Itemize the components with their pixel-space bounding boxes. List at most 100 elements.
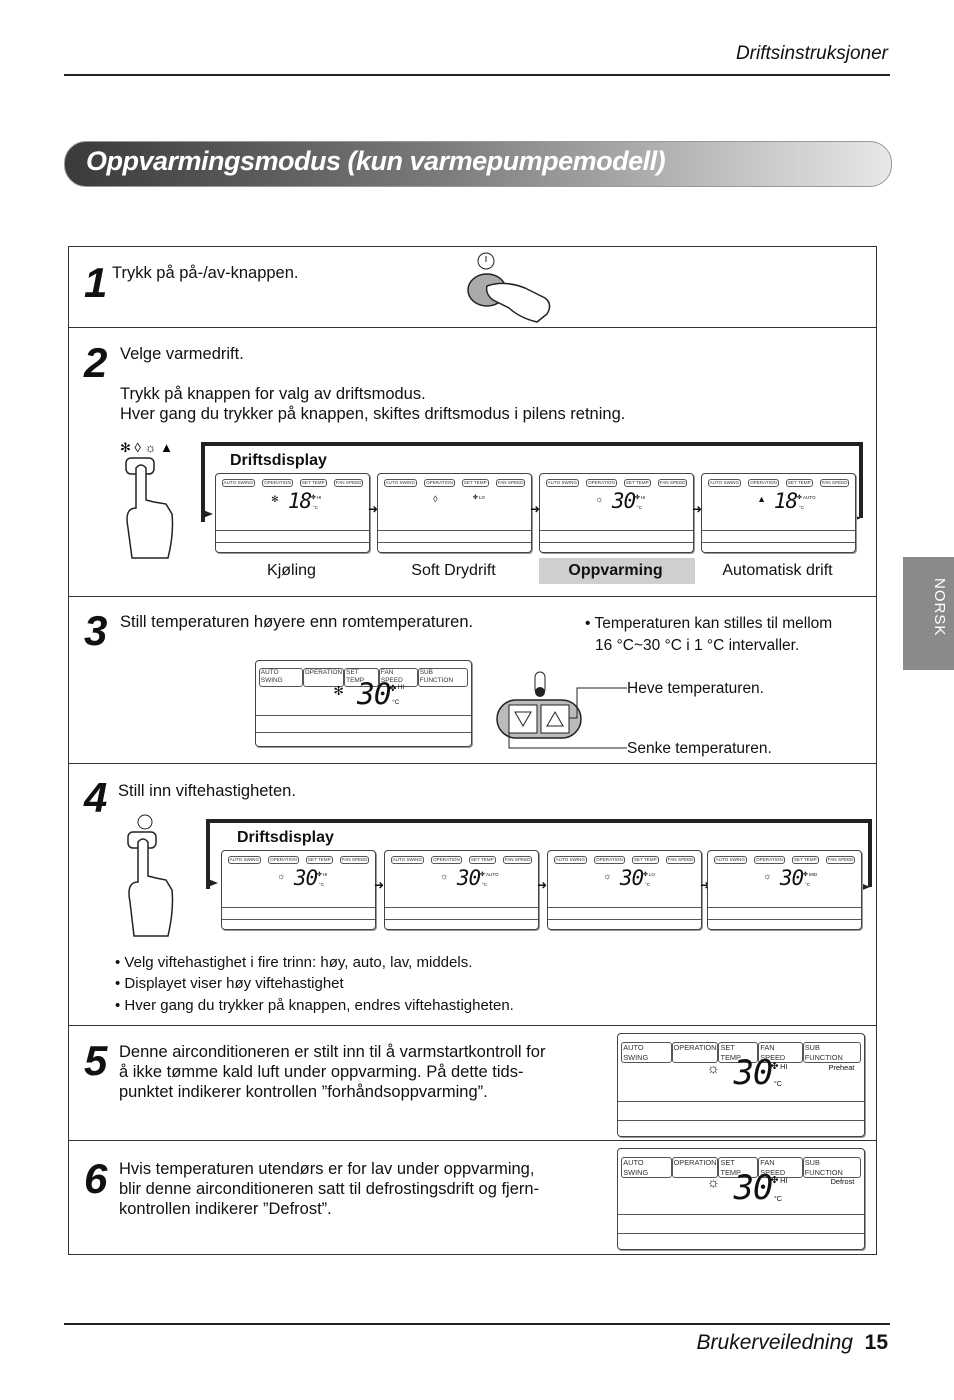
bullet: • Hver gang du trykker på knappen, endre… bbox=[115, 997, 514, 1014]
lcd-label: SUB FUNCTION bbox=[802, 1042, 861, 1064]
step-text: Trykk på knappen for valg av driftsmodus… bbox=[120, 385, 426, 403]
lcd-temp: 30 bbox=[611, 489, 636, 514]
step-text: Velge varmedrift. bbox=[120, 345, 244, 363]
lcd-unit: °C bbox=[636, 505, 642, 511]
lcd-label: SET TEMP bbox=[631, 856, 659, 864]
mode-icon: ☼ bbox=[277, 871, 286, 882]
lcd-label: FAN SPEED bbox=[333, 479, 364, 487]
arrow: ➜ bbox=[374, 878, 385, 892]
step-note: 16 °C~30 °C i 1 °C intervaller. bbox=[595, 637, 800, 654]
lcd-labels: AUTO SWING OPERATION SET TEMP FAN SPEED SUB … bbox=[618, 1157, 864, 1179]
step-text: kontrollen indikerer ”Defrost”. bbox=[119, 1200, 332, 1218]
divider bbox=[68, 327, 877, 328]
step-number: 3 bbox=[84, 607, 108, 654]
fan-speed: LO bbox=[478, 495, 485, 501]
lcd-line bbox=[216, 530, 369, 531]
lcd-display: AUTO SWING OPERATION SET TEMP FAN SPEED ☼ 30 °… bbox=[539, 473, 694, 553]
steps-box bbox=[68, 246, 877, 1255]
arrow: ➜ bbox=[530, 502, 541, 516]
step-text: Denne airconditioneren er stilt inn til … bbox=[119, 1043, 546, 1061]
divider bbox=[68, 763, 877, 764]
divider bbox=[68, 1025, 877, 1026]
lcd-label: OPERATION bbox=[594, 856, 625, 864]
lcd-label: OPERATION bbox=[671, 1042, 719, 1064]
fan-speed: AUTO bbox=[485, 872, 499, 878]
lcd-label: FAN SPEED bbox=[495, 479, 526, 487]
lcd-label: AUTO SWING bbox=[383, 479, 418, 487]
step-text: Still inn viftehastigheten. bbox=[118, 782, 296, 800]
lcd-label: AUTO SWING bbox=[221, 479, 256, 487]
lcd-temp: 18 bbox=[773, 489, 798, 514]
lcd-label: FAN SPEED bbox=[339, 856, 370, 864]
lcd-label: OPERATION bbox=[268, 856, 299, 864]
step-note: • Temperaturen kan stilles til mellom bbox=[585, 615, 833, 632]
lcd-line bbox=[618, 1213, 864, 1215]
lcd-label: SET TEMP bbox=[468, 856, 496, 864]
fan-speed: HI bbox=[780, 1061, 788, 1071]
lcd-label: AUTO SWING bbox=[553, 856, 588, 864]
step-number: 4 bbox=[84, 774, 108, 821]
lcd-temp: 30 bbox=[733, 1168, 774, 1207]
fan-icon: ✤ bbox=[634, 495, 640, 502]
lcd-display: AUTO SWING OPERATION SET TEMP FAN SPEED ▲ 18 °… bbox=[701, 473, 856, 553]
lcd-label: AUTO SWING bbox=[707, 479, 742, 487]
lcd-label: FAN SPEED bbox=[665, 856, 696, 864]
lcd-unit: °C bbox=[318, 882, 324, 888]
mode-icon: ☼ bbox=[706, 1060, 720, 1077]
lcd-label: AUTO SWING bbox=[545, 479, 580, 487]
lcd-label: SET TEMP bbox=[299, 479, 327, 487]
step-number: 6 bbox=[84, 1155, 108, 1202]
lcd-labels: AUTO SWING OPERATION SET TEMP FAN SPEED bbox=[702, 479, 855, 487]
lcd-label: SET TEMP bbox=[718, 1157, 759, 1179]
lcd-label: FAN SPEED bbox=[657, 479, 688, 487]
step-text: Trykk på på-/av-knappen. bbox=[112, 264, 299, 282]
lcd-line bbox=[256, 731, 471, 733]
lcd-labels: AUTO SWING OPERATION SET TEMP FAN SPEED bbox=[548, 856, 701, 864]
lcd-display: AUTO SWING OPERATION SET TEMP FAN SPEED ☼ 30 °… bbox=[221, 850, 376, 930]
lcd-label: FAN SPEED bbox=[819, 479, 850, 487]
lcd-label: FAN SPEED bbox=[758, 1157, 803, 1179]
lcd-line bbox=[222, 907, 375, 908]
lcd-display: AUTO SWING OPERATION SET TEMP FAN SPEED SUB … bbox=[255, 660, 472, 747]
header-rule bbox=[64, 74, 890, 76]
lcd-labels: AUTO SWING OPERATION SET TEMP FAN SPEED bbox=[378, 479, 531, 487]
lcd-temp: 30 bbox=[456, 866, 481, 891]
step-number: 2 bbox=[84, 339, 108, 386]
display-label: Driftsdisplay bbox=[237, 829, 334, 846]
lcd-unit: °C bbox=[644, 882, 650, 888]
lcd-label: OPERATION bbox=[671, 1157, 719, 1179]
fan-icon: ✤ bbox=[316, 872, 322, 879]
arrow: ➜ bbox=[368, 502, 379, 516]
lcd-labels: AUTO SWING OPERATION SET TEMP FAN SPEED bbox=[708, 856, 861, 864]
step-number: 5 bbox=[84, 1037, 108, 1084]
svg-text:✻ ◊ ☼ ▲: ✻ ◊ ☼ ▲ bbox=[120, 440, 173, 455]
lcd-line bbox=[378, 530, 531, 531]
mode-icon: ☼ bbox=[603, 871, 612, 882]
footer: Brukerveiledning 15 bbox=[697, 1331, 888, 1355]
lcd-line bbox=[702, 542, 855, 543]
step-text: blir denne airconditioneren satt til def… bbox=[119, 1180, 540, 1198]
side-tab bbox=[903, 557, 954, 670]
fan-speed: HI bbox=[322, 872, 328, 878]
display-label: Driftsdisplay bbox=[230, 452, 327, 469]
lcd-note: Defrost bbox=[830, 1177, 855, 1186]
lcd-line bbox=[708, 919, 861, 920]
step-text: Hver gang du trykker på knappen, skiftes… bbox=[120, 405, 626, 423]
lcd-temp: 30 bbox=[779, 866, 804, 891]
mode-icon: ✻ bbox=[333, 684, 344, 699]
lcd-line bbox=[548, 907, 701, 908]
lcd-line bbox=[618, 1232, 864, 1234]
lcd-label: OPERATION bbox=[748, 479, 779, 487]
lcd-line bbox=[702, 530, 855, 531]
mode-icon: ◊ bbox=[433, 494, 438, 505]
power-button-icon bbox=[467, 252, 551, 323]
mode-icon: ☼ bbox=[440, 871, 449, 882]
lcd-line bbox=[385, 907, 538, 908]
lcd-unit: °C bbox=[481, 882, 487, 888]
step-number: 1 bbox=[84, 259, 108, 306]
fan-icon: ✤ bbox=[389, 683, 397, 694]
mode-label: Kjøling bbox=[267, 562, 316, 579]
lcd-label: FAN SPEED bbox=[502, 856, 533, 864]
temp-buttons bbox=[496, 671, 627, 749]
